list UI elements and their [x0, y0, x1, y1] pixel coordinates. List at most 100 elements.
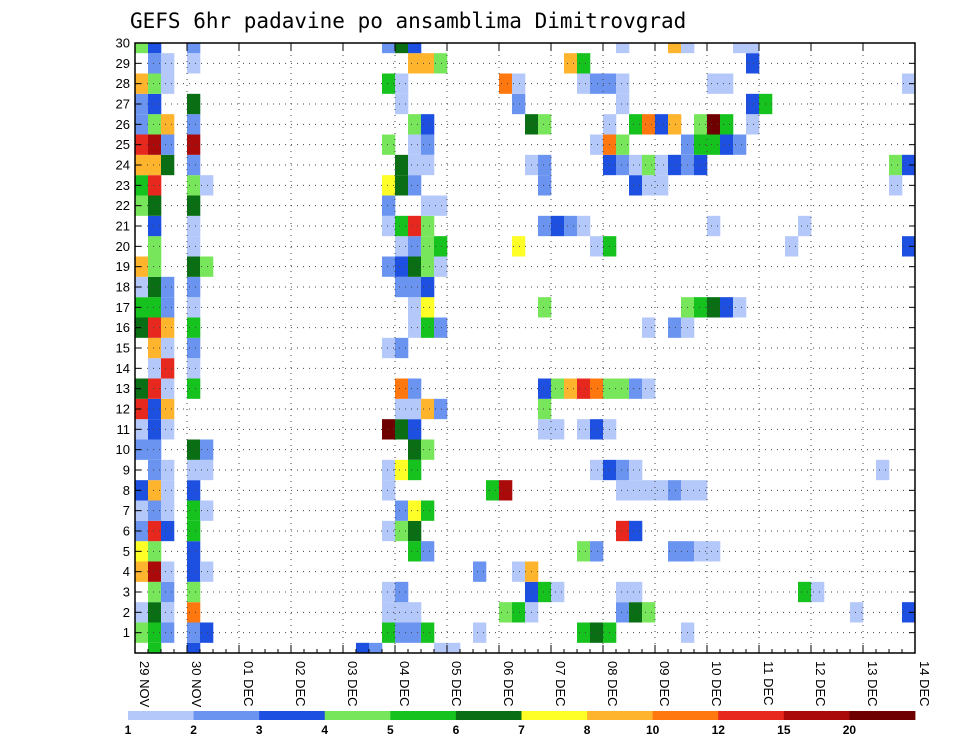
heatmap-cell — [421, 114, 435, 135]
x-axis-ticks: 29 NOV 30 NOV 01 DEC 02 DEC 03 DEC 04 DEC 05 D… — [134, 43, 932, 708]
heatmap-cell — [382, 622, 396, 643]
color-legend: 1 2 3 4 5 6 7 8 10 12 15 20 — [125, 711, 916, 737]
heatmap-cell — [395, 500, 409, 521]
heatmap-cell — [720, 297, 734, 318]
legend-label: 4 — [321, 723, 328, 737]
heatmap-cell — [382, 256, 396, 277]
legend-swatch — [783, 711, 850, 720]
heatmap-cell — [161, 398, 175, 420]
heatmap-cell — [798, 215, 812, 237]
x-tick-label: 11 DEC — [761, 661, 776, 706]
heatmap-cell — [382, 419, 396, 440]
heatmap-cell — [785, 236, 799, 257]
heatmap-cell — [148, 439, 162, 460]
legend-label: 10 — [646, 723, 660, 737]
heatmap-cell — [421, 215, 435, 237]
heatmap-cell — [512, 236, 526, 257]
heatmap-cell — [434, 236, 448, 257]
x-tick-label: 07 DEC — [553, 661, 568, 707]
heatmap-cell — [473, 622, 487, 643]
heatmap-cell — [694, 541, 708, 562]
heatmap-cell — [538, 175, 552, 196]
heatmap-cell — [395, 602, 409, 623]
heatmap-cell — [187, 134, 201, 155]
heatmap-cell — [434, 398, 448, 420]
legend-label: 3 — [256, 723, 263, 737]
heatmap-cell — [421, 134, 435, 155]
heatmap-cell — [187, 439, 201, 460]
legend-label: 8 — [584, 723, 591, 737]
heatmap-cell — [655, 114, 669, 135]
heatmap-cell — [187, 297, 201, 318]
heatmap-cell — [616, 154, 630, 176]
heatmap-cell — [408, 317, 422, 338]
heatmap-cell — [148, 215, 162, 237]
heatmap-cell — [395, 419, 409, 440]
heatmap-cell — [148, 642, 162, 653]
heatmap-cell — [161, 53, 175, 74]
heatmap-cell — [395, 337, 409, 359]
legend-swatch — [718, 711, 785, 720]
heatmap-cell — [161, 622, 175, 643]
y-tick-label: 12 — [116, 402, 130, 417]
heatmap-cell — [694, 297, 708, 318]
heatmap-cell — [629, 581, 643, 603]
heatmap-cell — [187, 175, 201, 196]
heatmap-cell — [187, 642, 201, 653]
y-tick-label: 5 — [123, 544, 130, 559]
heatmap-cell — [148, 53, 162, 74]
y-tick-label: 26 — [116, 117, 130, 132]
heatmap-cell — [148, 43, 162, 54]
heatmap-cell — [538, 114, 552, 135]
heatmap-cell — [629, 114, 643, 135]
heatmap-cell — [408, 541, 422, 562]
heatmap-cell — [564, 378, 578, 399]
heatmap-cell — [590, 541, 604, 562]
heatmap-cell — [616, 602, 630, 623]
heatmap-cell — [187, 358, 201, 379]
heatmap-cell — [733, 134, 747, 155]
heatmap-cell — [720, 114, 734, 135]
heatmap-cell — [161, 419, 175, 440]
heatmap-cell — [148, 93, 162, 115]
heatmap-cell — [538, 297, 552, 318]
heatmap-cell — [642, 378, 656, 399]
heatmap-cell — [629, 520, 643, 542]
heatmap-cell — [434, 256, 448, 277]
heatmap-cell — [902, 236, 916, 257]
heatmap-cell — [512, 73, 526, 94]
heatmap-cell — [148, 236, 162, 257]
heatmap-cell — [408, 520, 422, 542]
heatmap-cell — [148, 73, 162, 94]
heatmap-cell — [187, 53, 201, 74]
heatmap-cell — [408, 378, 422, 399]
heatmap-cell — [187, 500, 201, 521]
heatmap-cell — [200, 622, 214, 643]
heatmap-cell — [161, 561, 175, 582]
heatmap-cell — [187, 520, 201, 542]
y-tick-label: 11 — [117, 422, 131, 437]
heatmap-cell — [187, 195, 201, 216]
chart-title: GEFS 6hr padavine po ansamblima Dimitrov… — [130, 9, 686, 33]
heatmap-cell — [395, 520, 409, 542]
heatmap-cell — [148, 154, 162, 176]
legend-swatch — [390, 711, 457, 720]
legend-label: 5 — [387, 723, 394, 737]
heatmap-cell — [148, 602, 162, 623]
x-tick-label: 09 DEC — [657, 661, 672, 707]
heatmap-cell — [148, 500, 162, 521]
heatmap-cell — [187, 622, 201, 643]
heatmap-cell — [668, 541, 682, 562]
heatmap-cell — [590, 378, 604, 399]
heatmap-cell — [161, 602, 175, 623]
y-tick-label: 22 — [116, 198, 130, 213]
heatmap-cell — [720, 73, 734, 94]
x-tick-label: 10 DEC — [709, 661, 724, 707]
heatmap-cell — [148, 276, 162, 298]
heatmap-cell — [577, 73, 591, 94]
heatmap-cell — [616, 581, 630, 603]
y-tick-label: 17 — [116, 300, 130, 315]
heatmap-cell — [421, 398, 435, 420]
y-tick-label: 28 — [116, 76, 130, 91]
heatmap-cell — [161, 520, 175, 542]
